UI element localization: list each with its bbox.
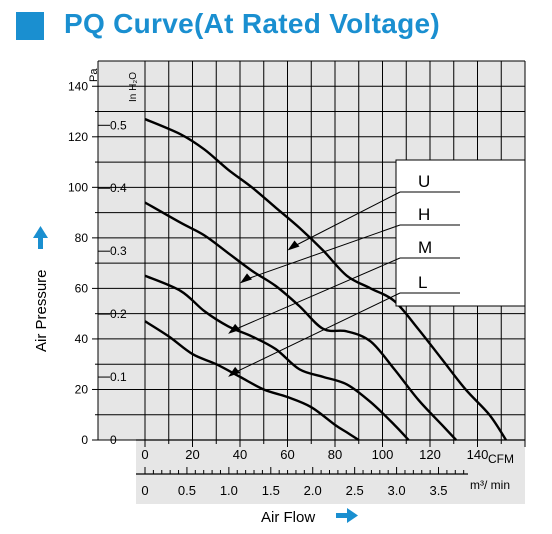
y-tick-label-secondary: 0.4 [110,181,127,195]
x-tick-label-secondary: 1.0 [220,483,238,498]
x-tick-label-primary: 140 [467,447,489,462]
x-tick-label-secondary: 0 [141,483,148,498]
y-tick-label-secondary: 0.5 [110,118,127,132]
x-tick-label-secondary: 3.0 [388,483,406,498]
x-axis-arrow-icon [336,508,358,523]
x-tick-label-secondary: 1.5 [262,483,280,498]
y-tick-label-primary: 120 [68,130,88,144]
legend-leader [233,257,401,331]
x-tick-label-primary: 20 [185,447,199,462]
legend-label-h: H [418,205,430,224]
x-unit-secondary: m³/ min [470,478,510,492]
x-tick-label-secondary: 2.0 [304,483,322,498]
legend-arrowhead [228,323,241,334]
curve-h [144,201,457,441]
x-tick-label-primary: 100 [372,447,394,462]
y-tick-label-primary: 20 [75,382,89,396]
legend-leader [293,191,401,247]
legend-label-m: M [418,238,432,257]
y-tick-label-primary: 60 [75,281,89,295]
x-tick-label-primary: 40 [233,447,247,462]
y-tick-label-primary: 80 [75,231,89,245]
x-tick-label-secondary: 3.5 [429,483,447,498]
x-unit-primary: CFM [488,452,514,466]
y-tick-label-primary: 0 [81,433,88,447]
y-tick-label-secondary: 0 [110,433,117,447]
curve-l [144,320,360,442]
y-tick-label-secondary: 0.3 [110,244,127,258]
x-tick-label-primary: 80 [328,447,342,462]
curves [144,118,508,442]
y-unit-secondary: In H₂O [128,72,139,102]
legend-arrowhead [228,366,241,377]
x-tick-label-primary: 0 [141,447,148,462]
curve-u [144,118,508,441]
x-tick-label-secondary: 2.5 [346,483,364,498]
y-unit-primary: Pa [88,68,100,82]
x-tick-label-primary: 60 [280,447,294,462]
axes [92,61,526,475]
legend-leader [245,224,401,280]
x-tick-label-secondary: 0.5 [178,483,196,498]
legend-arrowhead [287,240,300,251]
y-tick-label-primary: 140 [68,79,88,93]
legend-label-u: U [418,172,430,191]
chart-background-bottom [136,440,525,504]
legend-leader [233,292,401,374]
y-tick-label-secondary: 0.1 [110,370,127,384]
y-tick-label-secondary: 0.2 [110,307,127,321]
legend-box [395,159,526,307]
legend-label-l: L [418,273,427,292]
legend-arrowhead [240,273,252,284]
y-tick-label-primary: 100 [68,180,88,194]
x-axis-label: Air Flow [261,509,315,526]
curve-m [144,274,410,441]
title-square-icon [16,12,44,40]
x-tick-label-primary: 120 [419,447,441,462]
y-axis-label: Air Pressure [33,269,50,352]
chart-title: PQ Curve(At Rated Voltage) [64,8,440,39]
y-tick-label-primary: 40 [75,332,89,346]
y-axis-arrow-icon [33,226,48,249]
tick-labels: 0 20 40 60 80 100 120 140 0 0.1 0.2 0.3 0.4 0.5 0 20 40 6… [68,79,488,498]
